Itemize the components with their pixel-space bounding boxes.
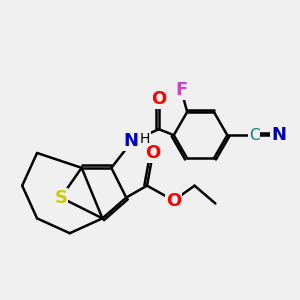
- Text: H: H: [140, 132, 150, 146]
- Text: S: S: [54, 189, 67, 207]
- Text: O: O: [151, 91, 166, 109]
- Text: C: C: [249, 128, 259, 142]
- Text: O: O: [145, 144, 160, 162]
- Text: F: F: [175, 81, 187, 99]
- Text: N: N: [271, 126, 286, 144]
- Text: O: O: [166, 191, 182, 209]
- Text: N: N: [123, 132, 138, 150]
